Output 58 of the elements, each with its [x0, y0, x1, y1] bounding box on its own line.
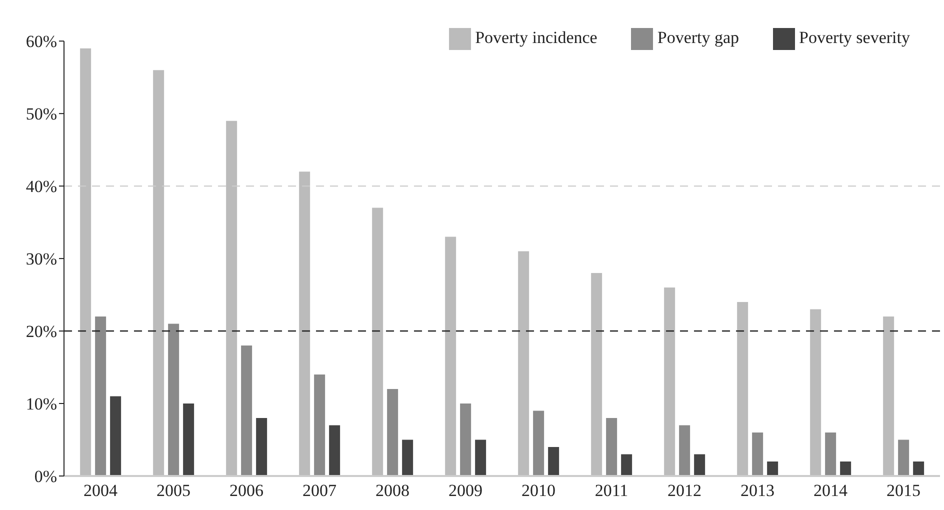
- bar: [767, 462, 778, 476]
- bar: [95, 316, 106, 476]
- y-tick-label: 0%: [34, 467, 57, 486]
- bar: [299, 172, 310, 476]
- bar: [518, 251, 530, 476]
- x-tick-label: 2005: [156, 481, 190, 500]
- y-tick-label: 20%: [26, 322, 57, 342]
- x-tick-label: 2010: [522, 481, 556, 500]
- x-tick-label: 2007: [302, 481, 337, 500]
- x-tick-label: 2004: [84, 481, 118, 500]
- bar: [329, 425, 340, 476]
- bar: [664, 288, 676, 476]
- x-tick-label: 2006: [230, 481, 264, 500]
- bar: [840, 462, 852, 476]
- x-tick-label: 2011: [594, 481, 628, 500]
- bar: [898, 440, 910, 476]
- bar: [445, 236, 456, 476]
- x-tick-label: 2008: [376, 481, 410, 500]
- bar: [402, 440, 414, 476]
- y-tick-label: 50%: [26, 104, 57, 124]
- legend-label: Poverty incidence: [475, 28, 598, 47]
- y-tick-label: 60%: [26, 32, 57, 52]
- bar: [883, 316, 894, 476]
- y-tick-label: 30%: [26, 250, 57, 269]
- bar: [694, 454, 706, 476]
- bar: [226, 120, 238, 476]
- bar: [533, 410, 544, 476]
- bar: [153, 70, 164, 476]
- bar: [110, 396, 122, 476]
- bar: [183, 404, 194, 476]
- bar: [548, 447, 560, 476]
- bar: [621, 454, 632, 476]
- x-tick-label: 2015: [886, 481, 920, 500]
- bar: [387, 389, 398, 476]
- bar: [606, 418, 618, 476]
- bar: [810, 309, 822, 476]
- x-tick-label: 2013: [740, 481, 774, 500]
- x-tick-label: 2012: [668, 481, 702, 500]
- bar: [913, 462, 924, 476]
- legend-label: Poverty gap: [657, 28, 740, 47]
- bar: [591, 273, 602, 476]
- bar: [256, 418, 268, 476]
- y-tick-label: 10%: [26, 394, 57, 414]
- legend-label: Poverty severity: [799, 28, 910, 47]
- bar: [752, 432, 764, 476]
- bar: [475, 440, 486, 476]
- bar: [825, 432, 836, 476]
- bar: [241, 346, 252, 476]
- bar: [679, 425, 690, 476]
- x-tick-label: 2009: [448, 481, 482, 500]
- bar: [80, 48, 92, 476]
- x-tick-label: 2014: [814, 481, 848, 500]
- bar: [372, 208, 384, 476]
- bar: [460, 404, 472, 476]
- bar: [168, 324, 180, 476]
- y-tick-label: 40%: [26, 177, 57, 196]
- bar: [314, 374, 326, 476]
- bar: [737, 302, 748, 476]
